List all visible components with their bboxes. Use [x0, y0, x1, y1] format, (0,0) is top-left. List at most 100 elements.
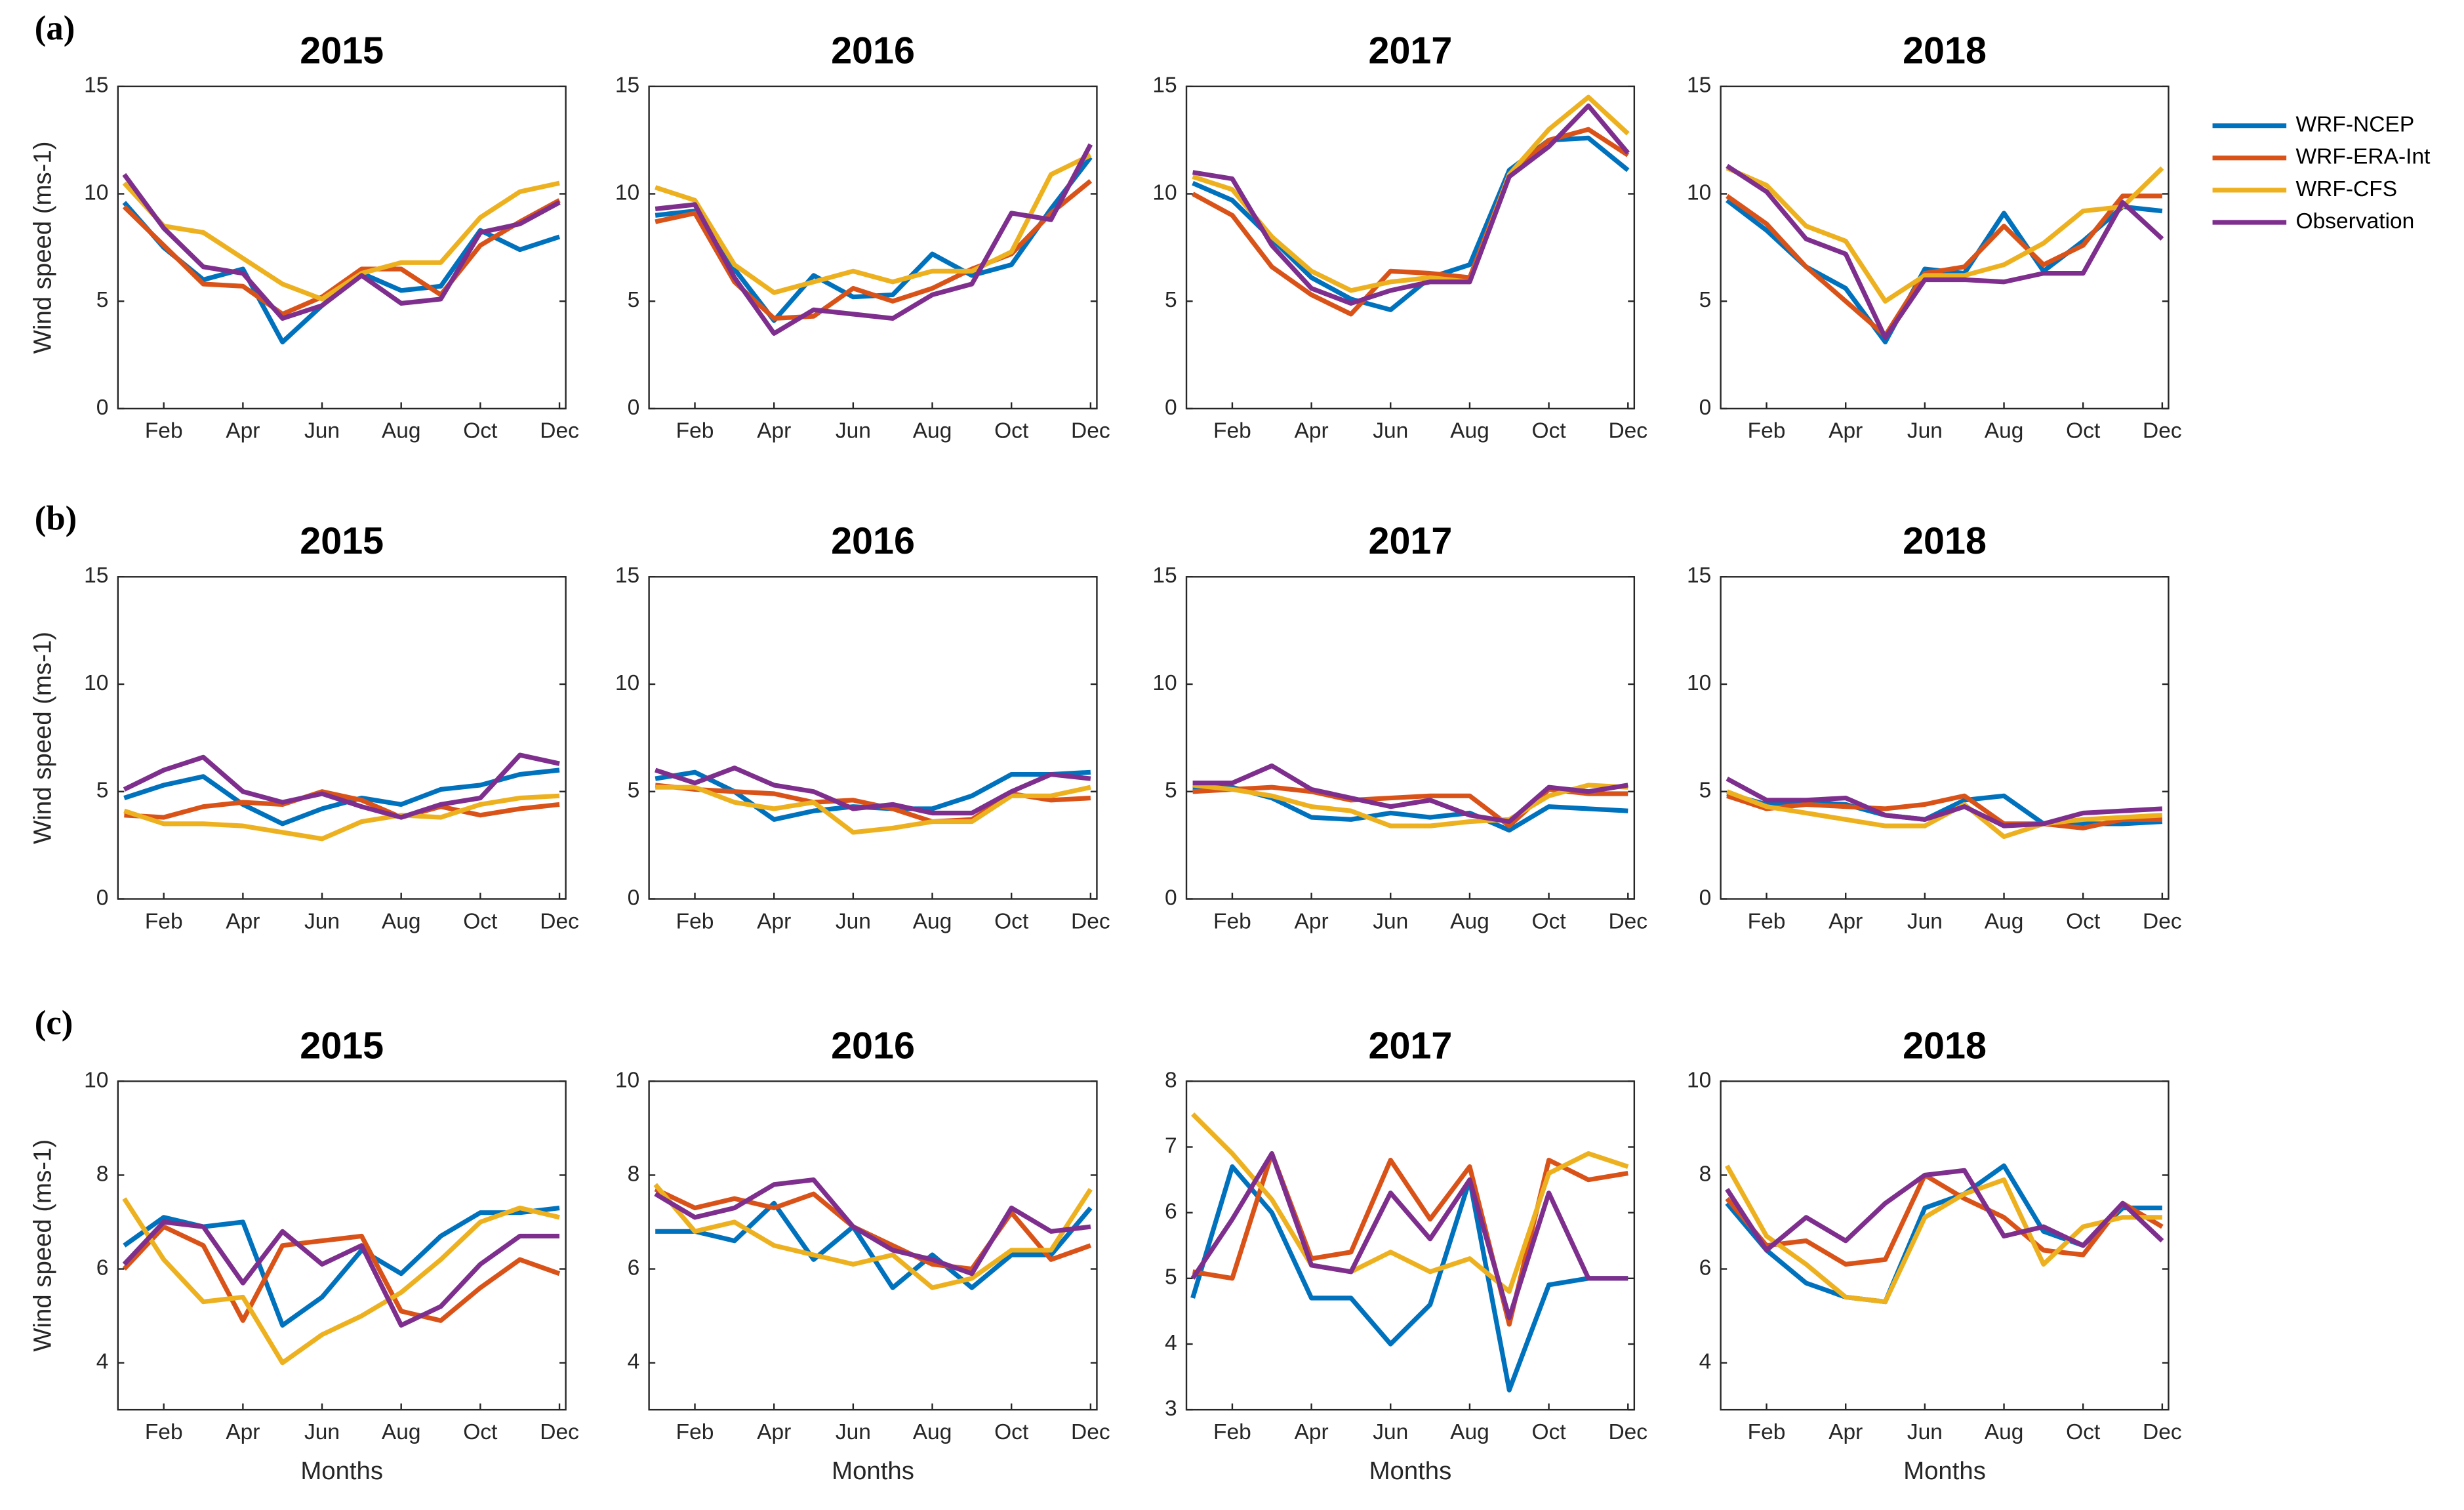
y-tick-label: 4	[628, 1349, 640, 1374]
plot-area	[1186, 577, 1634, 899]
y-tick-label: 10	[615, 180, 639, 205]
x-tick-label: Dec	[540, 419, 579, 443]
x-tick-label: Dec	[2143, 909, 2182, 933]
x-tick-label: Apr	[757, 419, 791, 443]
y-tick-label: 10	[84, 180, 108, 205]
x-tick-label: Aug	[1985, 1420, 2024, 1444]
x-tick-label: Feb	[1213, 909, 1251, 933]
y-tick-label: 4	[96, 1349, 109, 1374]
y-tick-label: 15	[1687, 73, 1711, 98]
x-tick-label: Feb	[676, 419, 714, 443]
plot-area	[1720, 577, 2169, 899]
x-tick-label: Aug	[913, 419, 952, 443]
legend-label: WRF-NCEP	[2296, 113, 2415, 137]
x-tick-label: Jun	[1373, 419, 1408, 443]
y-tick-label: 5	[1699, 779, 1712, 803]
x-tick-label: Feb	[1748, 909, 1786, 933]
plot-area	[1186, 1081, 1634, 1410]
series-line	[1190, 1151, 1628, 1320]
axes-box	[117, 1080, 567, 1411]
series-line	[122, 1224, 561, 1323]
x-tick-label: Aug	[382, 909, 421, 933]
y-tick-label: 0	[1165, 886, 1177, 910]
series-line	[122, 1219, 560, 1328]
x-tick-label: Jun	[1907, 909, 1943, 933]
axes-box	[117, 576, 567, 900]
panel-label: (b)	[35, 500, 77, 538]
y-tick-label: 6	[1165, 1200, 1177, 1224]
x-tick-label: Dec	[1071, 1420, 1110, 1444]
panel-label: (a)	[35, 9, 75, 47]
x-tick-label: Dec	[1608, 909, 1647, 933]
x-tick-label: Dec	[2143, 1420, 2182, 1444]
series-line	[1726, 163, 2164, 340]
x-tick-label: Jun	[836, 419, 871, 443]
chart-title: 2017	[1368, 30, 1452, 72]
y-tick-label: 15	[1152, 563, 1177, 588]
y-tick-label: 15	[1152, 73, 1177, 98]
series-line	[122, 198, 561, 317]
y-tick-label: 4	[1165, 1331, 1177, 1355]
x-tick-label: Jun	[1907, 1420, 1943, 1444]
legend-label: WRF-CFS	[2296, 177, 2398, 201]
chart-title: 2018	[1903, 30, 1987, 72]
x-tick-label: Feb	[145, 419, 183, 443]
y-tick-label: 10	[84, 1068, 108, 1092]
axes-box	[1720, 576, 2170, 900]
x-tick-label: Apr	[1828, 1420, 1863, 1444]
x-axis-label: Months	[1369, 1457, 1452, 1485]
x-tick-label: Oct	[463, 1420, 498, 1444]
axes-box	[648, 1080, 1098, 1411]
series-line	[122, 1197, 560, 1366]
axes-box	[1720, 85, 2170, 410]
axes-box	[648, 576, 1098, 900]
series-line	[655, 765, 1091, 816]
series-line	[1726, 194, 2162, 338]
x-tick-label: Apr	[1295, 419, 1329, 443]
x-tick-label: Aug	[382, 419, 421, 443]
legend-label: Observation	[2296, 209, 2415, 234]
x-tick-label: Apr	[1295, 1420, 1329, 1444]
axes-box	[1185, 1080, 1636, 1411]
y-tick-label: 4	[1699, 1349, 1712, 1374]
x-tick-label: Apr	[1295, 909, 1329, 933]
x-tick-label: Feb	[145, 1420, 183, 1444]
y-tick-label: 5	[96, 779, 109, 803]
plot-area	[117, 1081, 566, 1410]
x-tick-label: Feb	[1748, 419, 1786, 443]
y-axis-label: Wind speed (ms-1)	[28, 1139, 56, 1352]
series-line	[655, 785, 1091, 835]
x-tick-label: Feb	[676, 909, 714, 933]
x-tick-label: Apr	[1828, 419, 1863, 443]
chart-title: 2015	[300, 520, 384, 562]
y-tick-label: 10	[1152, 180, 1177, 205]
y-tick-label: 15	[84, 73, 108, 98]
y-tick-label: 8	[1699, 1162, 1712, 1186]
chart-title: 2016	[831, 520, 915, 562]
y-tick-label: 0	[96, 886, 109, 910]
y-tick-label: 8	[96, 1162, 109, 1186]
x-tick-label: Feb	[676, 1420, 714, 1444]
y-tick-label: 10	[84, 671, 108, 695]
y-tick-label: 0	[96, 396, 109, 420]
x-tick-label: Oct	[1532, 1420, 1567, 1444]
plot-area	[1720, 86, 2169, 409]
y-tick-label: 5	[628, 779, 640, 803]
x-tick-label: Apr	[226, 1420, 260, 1444]
series-line	[1192, 763, 1628, 825]
chart-title: 2015	[300, 1025, 384, 1067]
series-line	[1192, 1151, 1628, 1327]
series-line	[1726, 776, 2163, 828]
x-tick-label: Oct	[463, 909, 498, 933]
chart-title: 2017	[1368, 1025, 1452, 1067]
x-tick-label: Oct	[994, 419, 1029, 443]
x-tick-label: Apr	[226, 419, 260, 443]
series-line	[1726, 793, 2162, 831]
y-tick-label: 15	[615, 563, 639, 588]
y-tick-label: 8	[628, 1162, 640, 1186]
x-tick-label: Oct	[1532, 419, 1567, 443]
axes-box	[648, 85, 1098, 410]
plot-area	[649, 577, 1097, 899]
series-line	[654, 1177, 1091, 1276]
y-tick-label: 0	[1165, 396, 1177, 420]
